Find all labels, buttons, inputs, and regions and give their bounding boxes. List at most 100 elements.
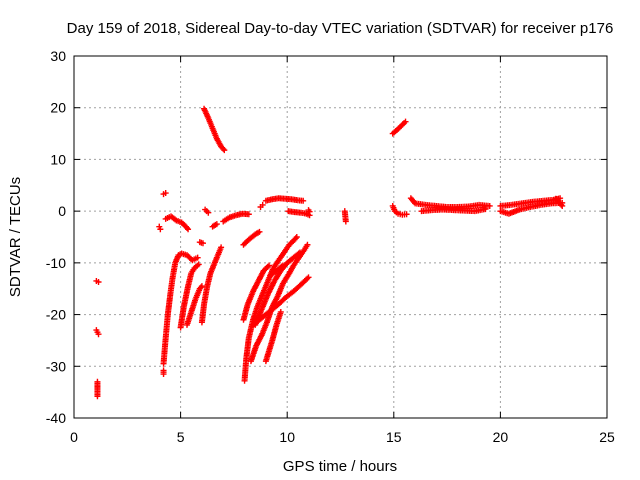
data-point-trail [292,235,299,242]
data-point-marker [157,226,164,233]
x-tick-label: 5 [177,429,185,445]
data-point-trail [247,232,257,242]
data-point-trail [293,209,303,216]
data-point-trail [391,128,399,136]
data-point-marker [95,278,102,285]
data-point-marker [195,261,202,268]
data-point-trail [390,204,398,213]
data-point-marker [213,221,220,228]
data-point-marker [277,308,284,315]
data-point-marker [486,202,493,209]
data-point-trail [287,237,297,247]
x-axis-label: GPS time / hours [283,458,397,475]
data-point-trail [299,210,308,217]
data-point-trail [285,255,296,265]
data-point-trail [264,307,274,317]
data-point-trail [191,255,199,263]
data-point-trail [270,294,280,309]
data-point-trail [256,269,266,283]
data-point-trail [250,279,261,293]
data-point-marker [95,331,102,338]
data-point-marker [300,197,307,204]
data-point-trail [286,208,297,215]
data-point-trail [214,137,224,148]
data-point-trail [291,281,304,294]
y-tick-label: -40 [46,410,66,426]
data-point-marker [218,244,225,251]
data-point-trail [282,243,292,254]
data-point-trail [553,196,565,208]
y-tick-label: -20 [46,307,66,323]
data-point-marker [194,254,201,261]
data-point-marker [296,249,303,256]
data-point-marker [304,241,311,248]
data-point-trail [265,279,277,296]
data-point-marker [293,234,300,240]
data-point-marker [199,240,206,247]
data-point-trail [234,211,244,218]
data-point-trail [283,289,296,300]
data-point-trail [262,263,271,273]
data-point-marker [342,218,349,225]
data-point-trail [175,218,183,225]
data-point-trail [180,251,189,258]
data-point-trail [270,302,281,312]
data-point-trail [169,214,179,223]
data-point-trail [201,107,211,120]
data-point-trail [302,243,310,252]
data-point-marker [162,190,169,197]
data-point-trail [192,262,201,270]
data-point-trail [263,339,275,363]
data-point-trail [210,127,220,141]
data-point-marker [305,274,312,281]
y-tick-label: -30 [46,358,66,374]
data-point-trail [241,357,250,383]
data-point-trail [253,229,262,237]
data-point-trail [291,256,301,267]
data-point-trail [228,212,238,220]
data-point-trail [277,195,287,202]
data-point-trail [287,263,296,275]
data-point-trail [193,287,203,301]
data-point-trail [169,261,178,280]
data-point-trail [251,317,262,327]
data-point-marker [198,283,205,290]
data-point-trail [270,195,281,202]
data-point-trail [189,266,197,275]
data-point-marker [205,209,212,216]
x-tick-label: 0 [70,429,78,445]
data-point-marker [266,262,273,269]
data-point-trail [264,196,274,204]
data-point-marker [306,208,313,215]
data-point-marker [221,147,228,154]
data-point-marker [559,202,566,209]
data-point-trail [185,253,194,262]
data-point-trail [219,144,227,152]
data-point-marker [482,206,489,213]
x-tick-label: 25 [599,429,615,445]
data-point-trail [183,224,190,231]
data-point-marker [259,201,266,208]
x-tick-label: 20 [493,429,509,445]
data-point-trail [241,210,251,218]
data-point-marker [403,211,410,218]
axis-ticks: 0 5 10 15 20 25 -40 -30 -20 -10 0 10 20 30 [46,48,615,445]
data-point-trail [274,310,284,327]
y-axis-label: SDTVAR / TECUs [7,177,24,297]
data-point-trail [221,215,232,224]
data-point-trail [271,258,281,270]
data-point-trail [160,341,169,365]
data-point-trail [243,336,252,360]
data-point-trail [206,116,215,130]
data-point-trail [164,214,173,222]
data-point-trail [272,269,283,283]
data-point-trail [257,312,268,322]
data-point-trail [290,196,300,204]
y-tick-label: -10 [46,255,66,271]
data-point-trail [197,284,204,291]
data-point-trail [300,275,311,286]
data-point-marker [245,211,252,218]
y-tick-label: 30 [50,48,66,64]
data-points [93,105,566,400]
